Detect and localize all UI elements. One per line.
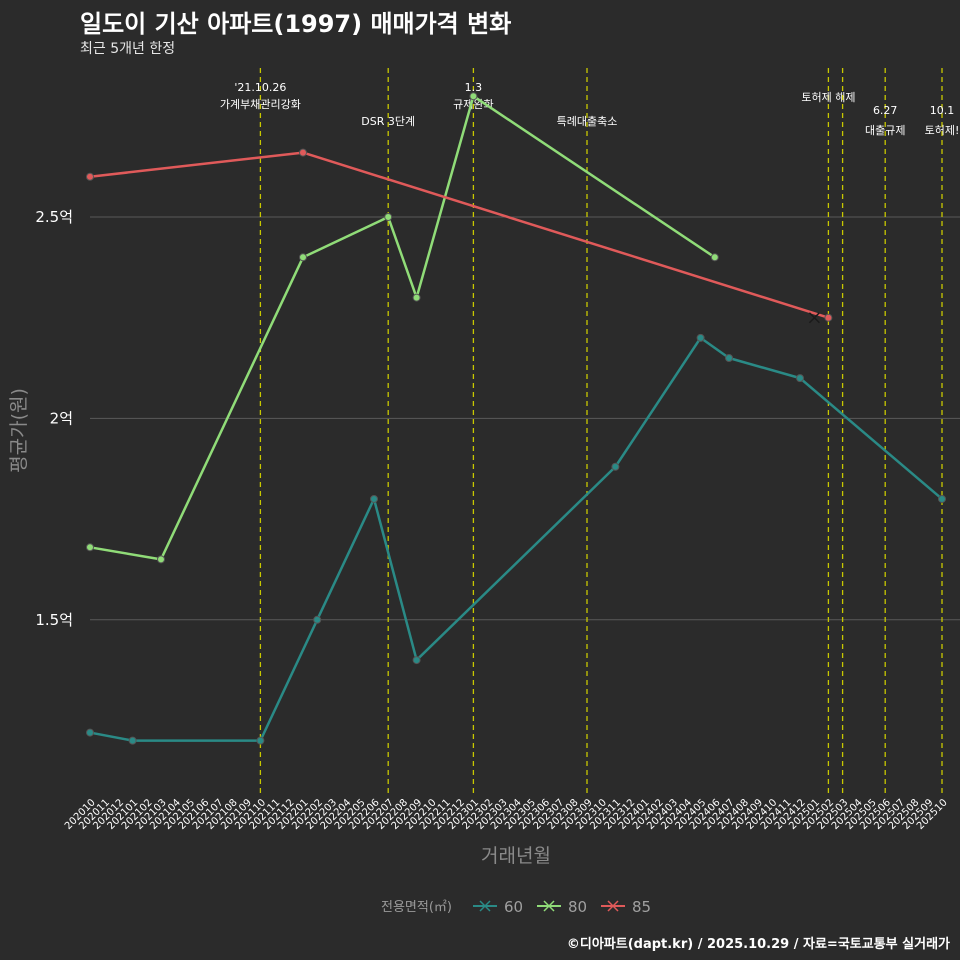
data-point-80 [157,555,165,564]
event-label: 10.1 [930,104,955,117]
chart-title: 일도이 기산 아파트(1997) 매매가격 변화 [80,10,512,38]
data-point-60 [412,656,421,665]
data-point-60 [796,374,804,383]
data-point-80 [710,253,719,262]
data-point-60 [256,736,265,745]
y-axis-title: 평균가(원) [8,388,30,473]
event-label: '21.10.26 [234,81,286,94]
event-label: 1.3 [465,81,483,94]
chart-subtitle: 최근 5개년 한정 [80,41,176,57]
data-point-80 [384,213,393,222]
y-tick-label: 2억 [50,409,73,427]
legend-title: 전용면적(㎡) [381,900,452,915]
source-credit: ©디아파트(dapt.kr) / 2025.10.29 / 자료=국토교통부 실… [566,937,950,952]
data-point-60 [86,728,94,737]
legend-key-cross-60 [479,900,491,912]
event-label: 가계부채관리강화 [220,98,301,111]
cross-marker [808,312,820,324]
event-label: 규제완화 [453,98,493,111]
data-point-80 [299,253,307,262]
data-point-80 [412,293,421,302]
data-point-85 [824,313,833,322]
event-label: 토허제! [925,124,960,137]
data-point-60 [938,494,946,503]
data-point-60 [128,736,137,745]
event-label: 6.27 [873,104,898,117]
series-line-85 [89,151,829,319]
series-line-60 [89,336,943,742]
data-point-80 [86,543,94,552]
data-point-85 [299,148,307,157]
legend-key-cross-80 [543,900,555,912]
legend-label-80: 80 [568,898,587,916]
legend-key-cross-85 [607,900,619,912]
data-point-80 [469,92,478,101]
data-point-60 [370,494,378,503]
data-point-60 [313,615,322,624]
data-point-85 [86,172,94,181]
legend-label-85: 85 [632,898,651,916]
data-point-60 [725,354,733,362]
y-tick-label: 2.5억 [35,208,73,226]
data-point-60 [611,462,620,471]
data-point-60 [696,333,705,342]
event-label: DSR 3단계 [361,115,415,128]
y-tick-label: 1.5억 [35,611,73,629]
event-label: 토허제 해제 [801,90,855,104]
legend-label-60: 60 [504,898,523,916]
event-label: 대출규제 [865,124,905,137]
event-label: 특례대출축소 [557,115,618,128]
x-axis-title: 거래년월 [481,845,551,867]
